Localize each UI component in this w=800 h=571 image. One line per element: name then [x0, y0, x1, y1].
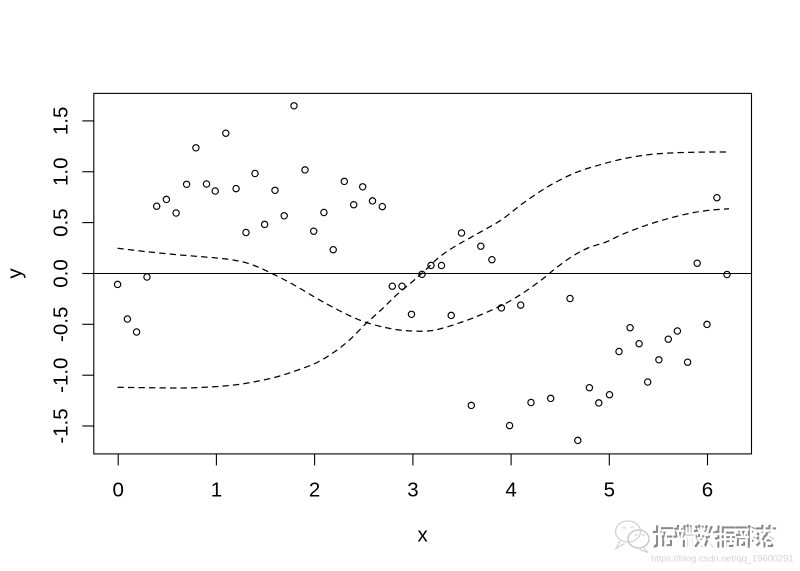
svg-text:x: x	[417, 524, 428, 547]
svg-text:0.0: 0.0	[50, 259, 73, 288]
svg-text:-1.0: -1.0	[50, 358, 73, 393]
svg-text:6: 6	[702, 479, 713, 502]
svg-text:1.0: 1.0	[50, 158, 73, 187]
svg-text:3: 3	[407, 479, 418, 502]
svg-text:2: 2	[309, 479, 320, 502]
svg-text:0.5: 0.5	[50, 208, 73, 237]
svg-text:5: 5	[604, 479, 615, 502]
svg-text:1: 1	[211, 479, 222, 502]
svg-text:1.5: 1.5	[50, 107, 73, 135]
svg-text:https://blog.csdn.net/qq_19600: https://blog.csdn.net/qq_19600291	[651, 554, 794, 565]
svg-text:-1.5: -1.5	[50, 408, 73, 443]
svg-text:-0.5: -0.5	[50, 307, 73, 342]
svg-text:4: 4	[505, 479, 516, 502]
svg-text:y: y	[4, 268, 27, 279]
svg-text:0: 0	[112, 479, 123, 502]
